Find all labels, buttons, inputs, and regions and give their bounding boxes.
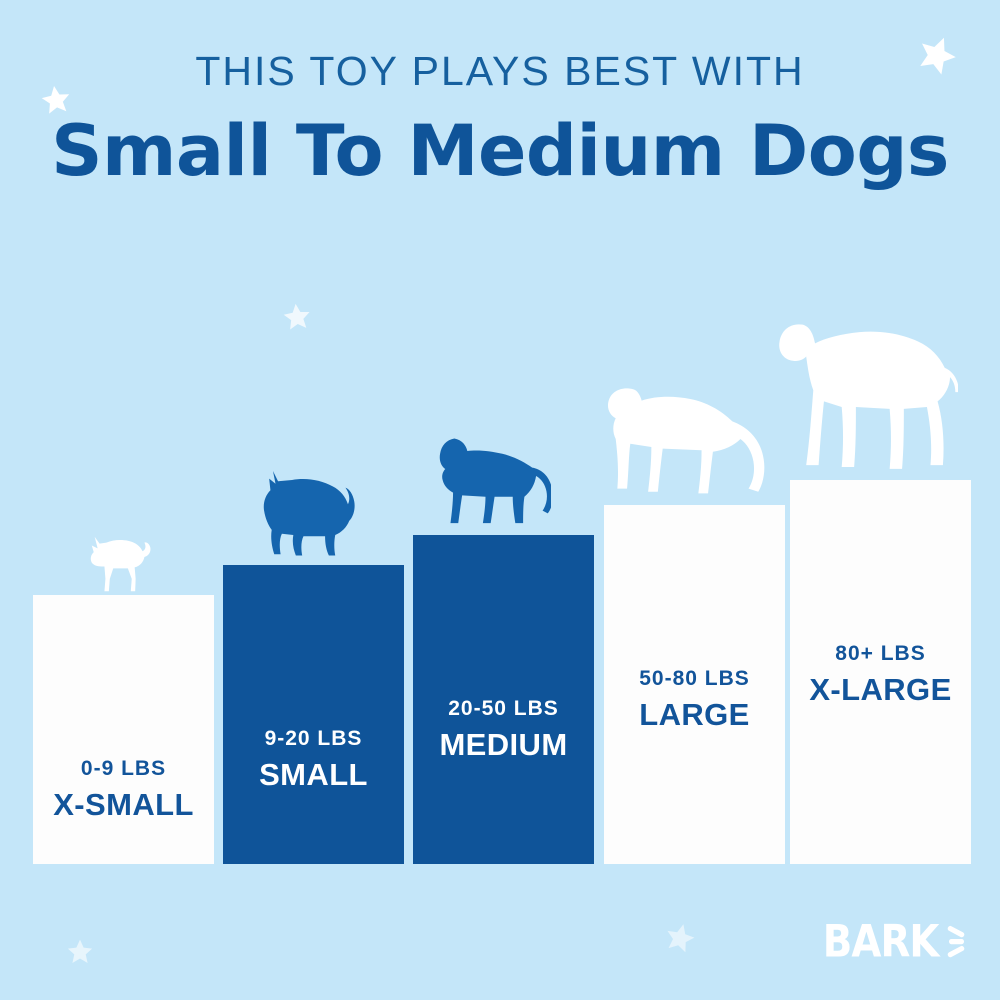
bar-label-group-x-large: 80+ LBS X-LARGE [790, 642, 971, 705]
labrador-silhouette [431, 433, 551, 537]
bar-label-group-medium: 20-50 LBS MEDIUM [413, 697, 594, 760]
bar-label-group-x-small: 0-9 LBS X-SMALL [33, 757, 214, 820]
bark-swoosh-icon [946, 925, 972, 959]
size-category-label: MEDIUM [439, 727, 568, 762]
star-bottom-left-icon [66, 938, 94, 966]
bark-logo-text: BARK [822, 916, 940, 968]
bar-small[interactable]: 9-20 LBS SMALL [223, 565, 404, 864]
bar-x-large[interactable]: 80+ LBS X-LARGE [790, 480, 971, 864]
bark-logo: BARK [821, 916, 972, 968]
bar-medium[interactable]: 20-50 LBS MEDIUM [413, 535, 594, 864]
page-title: Small To Medium Dogs [51, 110, 949, 192]
kicker-text: THIS TOY PLAYS BEST WITH [195, 48, 805, 94]
bar-x-small[interactable]: 0-9 LBS X-SMALL [33, 595, 214, 864]
chihuahua-silhouette [83, 535, 161, 597]
bar-label-group-small: 9-20 LBS SMALL [223, 727, 404, 790]
weight-range-label: 9-20 LBS [264, 726, 363, 750]
bar-large[interactable]: 50-80 LBS LARGE [604, 505, 785, 864]
retriever-silhouette [606, 375, 768, 507]
size-category-label: X-LARGE [809, 672, 952, 707]
weight-range-label: 50-80 LBS [639, 666, 750, 690]
star-bottom-center-icon [661, 919, 700, 958]
great-dane-silhouette [776, 304, 958, 482]
weight-range-label: 80+ LBS [835, 641, 926, 665]
bar-label-group-large: 50-80 LBS LARGE [604, 667, 785, 730]
size-category-label: LARGE [639, 697, 750, 732]
weight-range-label: 20-50 LBS [448, 696, 559, 720]
weight-range-label: 0-9 LBS [80, 756, 167, 780]
size-category-label: SMALL [259, 757, 368, 792]
terrier-silhouette [259, 471, 367, 567]
size-category-label: X-SMALL [53, 787, 194, 822]
star-mid-left-icon [281, 301, 314, 334]
star-top-right-icon [910, 28, 965, 83]
star-top-left-icon [38, 82, 74, 118]
